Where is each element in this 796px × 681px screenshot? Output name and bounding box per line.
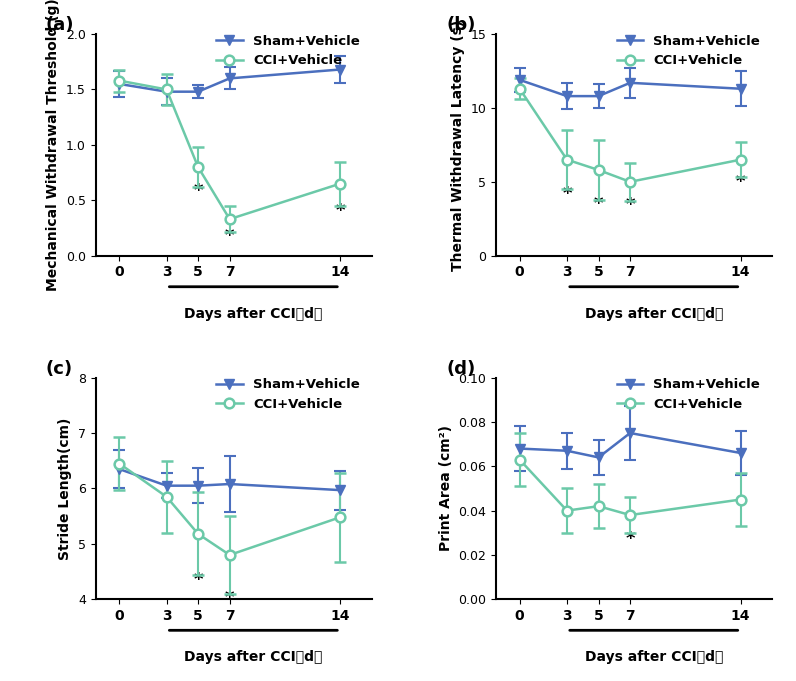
Text: *: * xyxy=(193,183,203,200)
Y-axis label: Thermal Withdrawal Latency (s): Thermal Withdrawal Latency (s) xyxy=(451,19,465,270)
Text: *: * xyxy=(335,202,345,221)
Text: (c): (c) xyxy=(46,360,73,378)
Text: Days after CCI（d）: Days after CCI（d） xyxy=(184,650,322,664)
Text: (d): (d) xyxy=(447,360,475,378)
Text: *: * xyxy=(626,196,635,215)
Text: *: * xyxy=(225,589,234,607)
Text: Days after CCI（d）: Days after CCI（d） xyxy=(584,650,723,664)
Text: (a): (a) xyxy=(46,16,74,34)
Text: Days after CCI（d）: Days after CCI（d） xyxy=(184,306,322,321)
Text: *: * xyxy=(562,185,572,203)
Text: Days after CCI（d）: Days after CCI（d） xyxy=(584,306,723,321)
Text: *: * xyxy=(225,227,234,244)
Text: *: * xyxy=(736,173,745,191)
Y-axis label: Print Area (cm²): Print Area (cm²) xyxy=(439,426,453,552)
Legend: Sham+Vehicle, CCI+Vehicle: Sham+Vehicle, CCI+Vehicle xyxy=(611,373,766,416)
Legend: Sham+Vehicle, CCI+Vehicle: Sham+Vehicle, CCI+Vehicle xyxy=(611,29,766,73)
Y-axis label: Mechanical Withdrawal Threshold (g): Mechanical Withdrawal Threshold (g) xyxy=(46,0,60,291)
Text: *: * xyxy=(193,571,203,589)
Y-axis label: Stride Length(cm): Stride Length(cm) xyxy=(58,417,72,560)
Text: *: * xyxy=(626,530,635,548)
Text: (b): (b) xyxy=(447,16,476,34)
Text: *: * xyxy=(594,195,603,213)
Legend: Sham+Vehicle, CCI+Vehicle: Sham+Vehicle, CCI+Vehicle xyxy=(211,29,365,73)
Legend: Sham+Vehicle, CCI+Vehicle: Sham+Vehicle, CCI+Vehicle xyxy=(211,373,365,416)
